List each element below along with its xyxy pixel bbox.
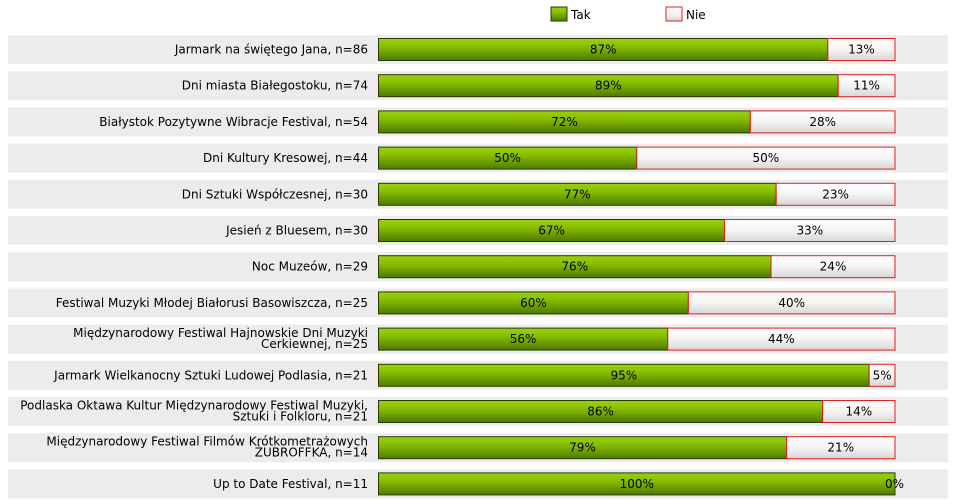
data-label-nie: 44%: [768, 332, 795, 346]
category-label: Cerkiewnej, n=25: [261, 337, 368, 351]
bar-nie: [636, 146, 896, 170]
data-label-tak: 60%: [520, 296, 547, 310]
data-label-tak: 50%: [494, 151, 521, 165]
bar-rows: Jarmark na świętego Jana, n=86 87% 13% Dni …: [20, 38, 904, 496]
data-label-nie: 50%: [753, 151, 780, 165]
bar-nie: [724, 219, 896, 242]
data-label-nie: 21%: [827, 441, 854, 455]
category-label: Dni miasta Białegostoku, n=74: [182, 79, 368, 93]
data-label-nie: 40%: [778, 296, 805, 310]
data-label-nie: 33%: [796, 224, 823, 238]
bar-nie: [786, 436, 896, 460]
data-label-tak: 100%: [620, 477, 654, 491]
bar-nie: [770, 255, 896, 279]
category-label: Dni Kultury Kresowej, n=44: [203, 151, 368, 165]
legend-swatch-tak: [550, 6, 568, 22]
data-label-nie: 0%: [885, 477, 904, 491]
category-label: Jarmark Wielkanocny Sztuki Ludowej Podla…: [53, 368, 368, 382]
data-label-nie: 24%: [820, 260, 847, 274]
data-label-tak: 67%: [538, 224, 565, 238]
data-label-tak: 79%: [569, 441, 596, 455]
data-label-tak: 76%: [561, 260, 588, 274]
data-label-nie: 23%: [822, 187, 849, 201]
category-label: Białystok Pozytywne Wibracje Festival, n…: [99, 115, 368, 129]
category-label: Międzynarodowy Festiwal Filmów Krótkomet…: [46, 435, 368, 449]
data-label-nie: 13%: [848, 43, 875, 57]
bar-nie: [827, 38, 896, 61]
category-label: Sztuki i Folkloru, n=21: [233, 410, 368, 424]
legend: Tak Nie: [550, 6, 706, 22]
category-label: Międzynarodowy Festiwal Hajnowskie Dni M…: [73, 326, 368, 340]
bar-nie: [868, 363, 896, 387]
data-label-tak: 86%: [587, 405, 614, 419]
category-label: Podlaska Oktawa Kultur Międzynarodowy Fe…: [20, 399, 368, 413]
data-label-tak: 72%: [551, 115, 578, 129]
data-label-nie: 11%: [853, 79, 880, 93]
data-label-tak: 87%: [590, 43, 617, 57]
bar-nie: [667, 327, 896, 351]
bar-nie: [749, 110, 896, 134]
category-label: Up to Date Festival, n=11: [213, 477, 368, 491]
category-label: Jesień z Bluesem, n=30: [225, 224, 368, 238]
bar-tak: [378, 472, 896, 496]
category-label: Dni Sztuki Współczesnej, n=30: [182, 187, 368, 201]
category-label: Noc Muzeów, n=29: [252, 260, 368, 274]
category-label: Jarmark na świętego Jana, n=86: [174, 43, 368, 57]
category-label: Festiwal Muzyki Młodej Białorusi Basowis…: [56, 296, 368, 310]
data-label-nie: 28%: [809, 115, 836, 129]
bar-nie: [837, 74, 896, 98]
bar-nie: [822, 400, 896, 423]
legend-swatch-nie: [665, 6, 683, 22]
legend-label: Nie: [686, 8, 706, 22]
data-label-tak: 77%: [564, 187, 591, 201]
data-label-tak: 56%: [510, 332, 537, 346]
data-label-nie: 14%: [846, 405, 873, 419]
legend-label: Tak: [570, 8, 591, 22]
category-label: ŻUBROFFKA, n=14: [255, 445, 368, 460]
bar-nie: [687, 291, 896, 315]
bar-nie: [775, 182, 896, 206]
data-label-tak: 95%: [611, 368, 638, 382]
data-label-tak: 89%: [595, 79, 622, 93]
data-label-nie: 5%: [873, 368, 892, 382]
